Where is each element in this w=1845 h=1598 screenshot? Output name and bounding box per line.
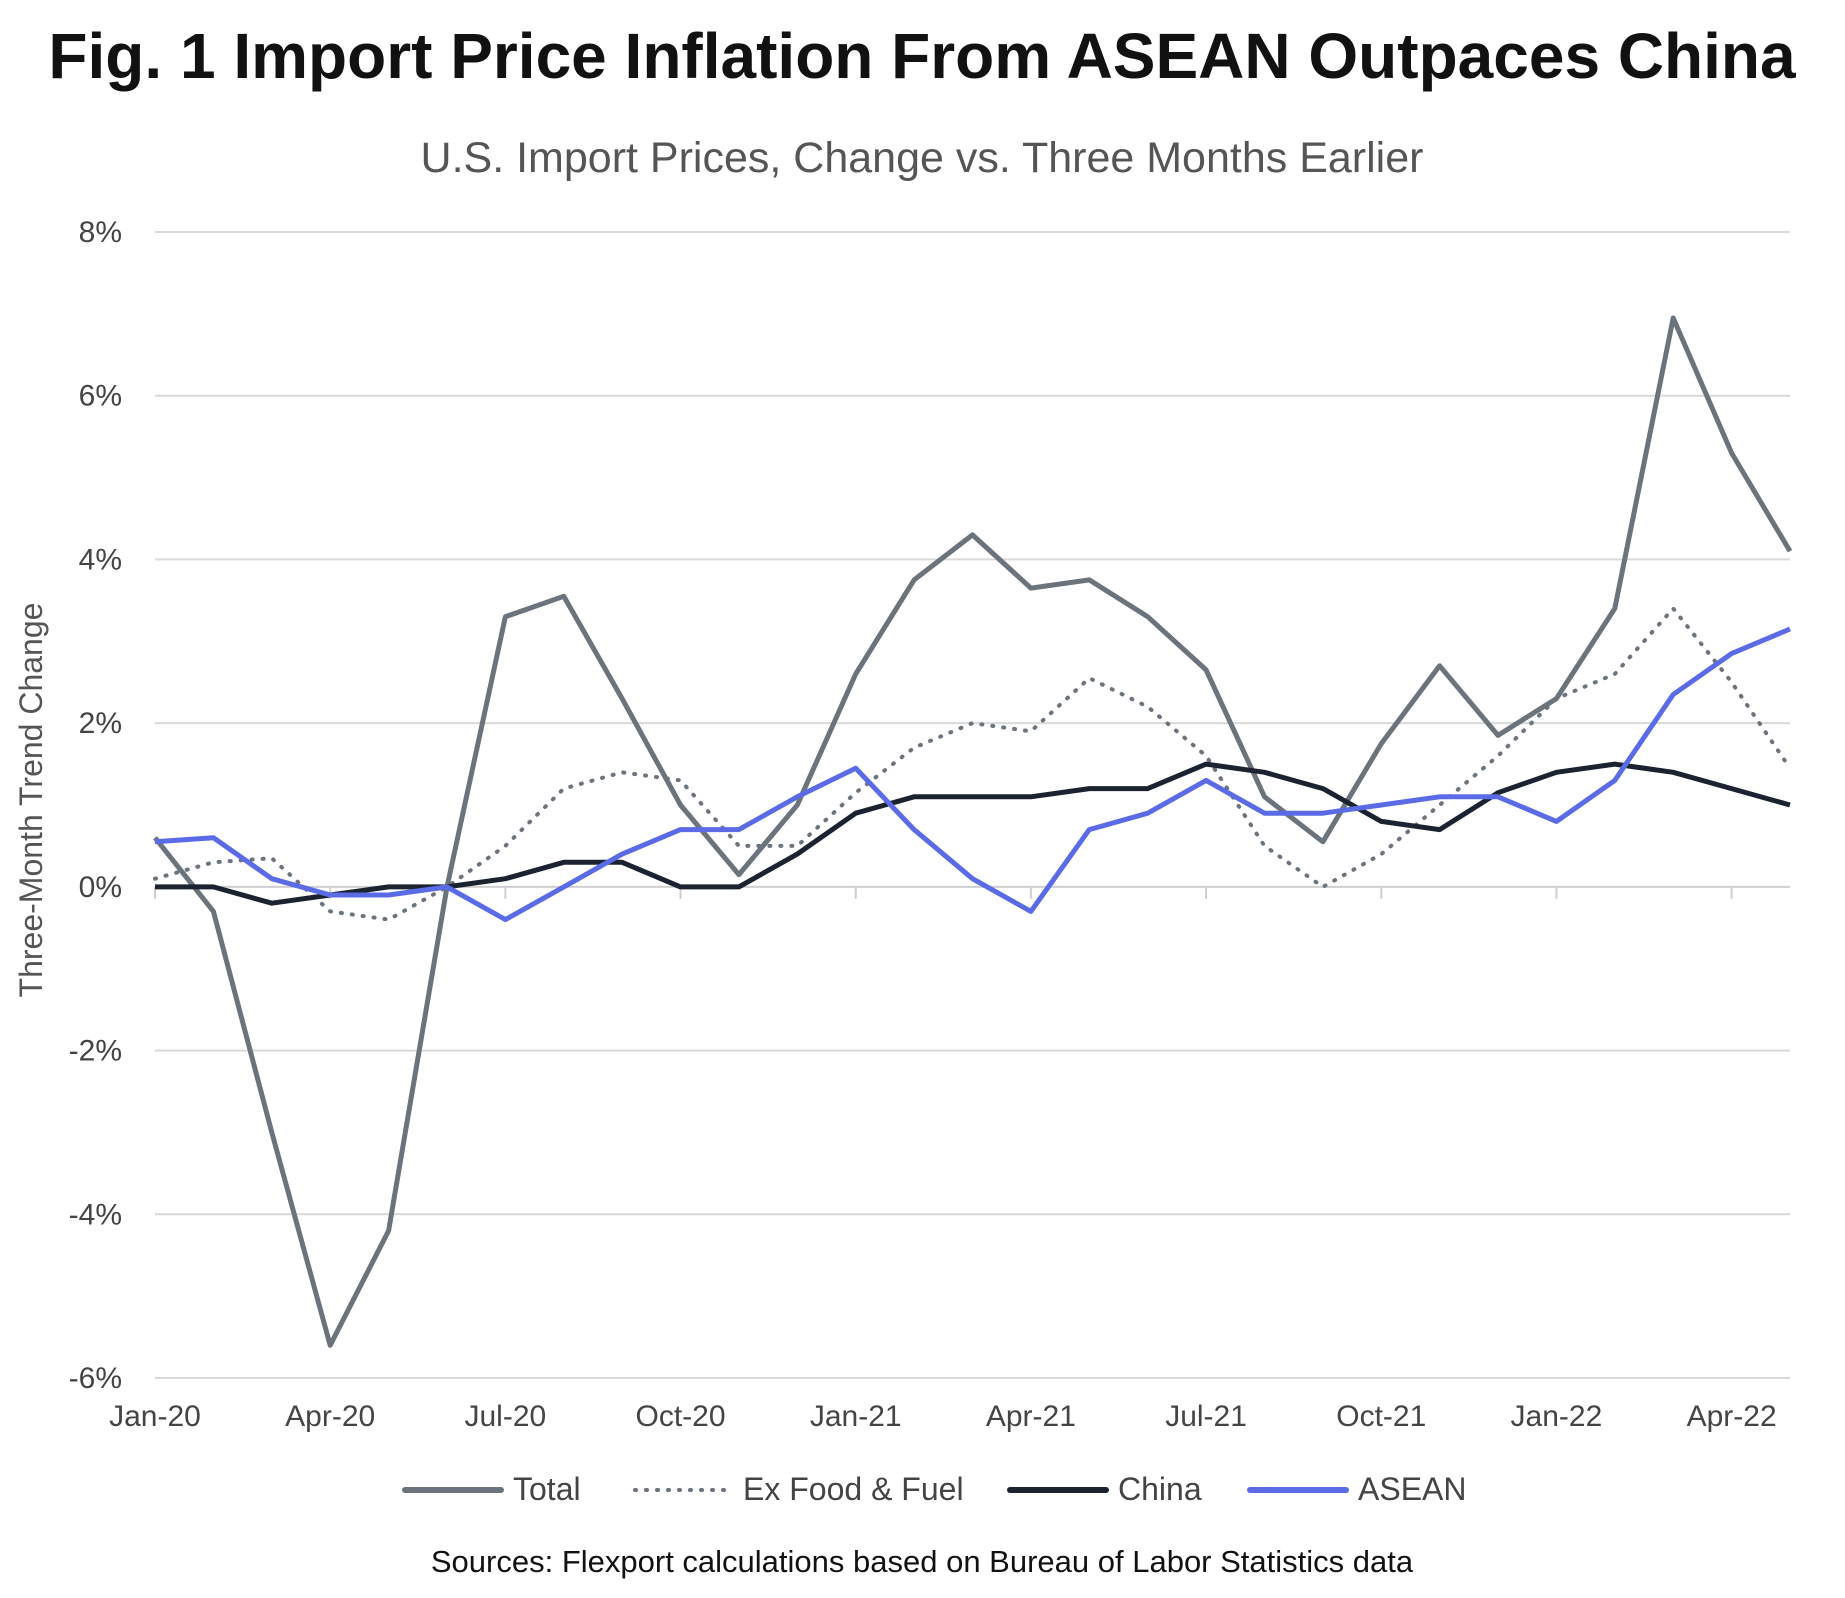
y-tick-label: 8% xyxy=(79,216,122,249)
chart-subtitle: U.S. Import Prices, Change vs. Three Mon… xyxy=(421,134,1424,182)
x-tick-label: Oct-20 xyxy=(636,1400,726,1433)
series-line-total xyxy=(153,315,1793,1348)
series-line-ex-food-fuel xyxy=(153,606,1792,922)
series-lines xyxy=(153,315,1793,1348)
y-axis-label: Three-Month Trend Change xyxy=(13,603,49,998)
legend-label: Ex Food & Fuel xyxy=(743,1471,964,1507)
series-line-asean xyxy=(154,626,1791,923)
y-tick-label: -4% xyxy=(69,1198,122,1231)
x-axis-ticks: Jan-20 Apr-20 Jul-20 Oct-20 Jan-21 Apr-21 Jul-… xyxy=(109,886,1777,1433)
y-tick-label: -2% xyxy=(69,1035,122,1068)
y-tick-label: 0% xyxy=(79,871,122,904)
x-tick-label: Apr-21 xyxy=(986,1400,1076,1433)
y-tick-label: 4% xyxy=(79,543,122,576)
y-axis-ticks: -6% -4% -2% 0% 2% 4% 6% 8% xyxy=(69,216,122,1395)
gridlines xyxy=(155,231,1790,1379)
x-tick-label: Jul-21 xyxy=(1165,1400,1247,1433)
legend-label: ASEAN xyxy=(1358,1471,1466,1507)
y-tick-label: -6% xyxy=(69,1362,122,1395)
source-note: Sources: Flexport calculations based on … xyxy=(431,1544,1414,1579)
legend: Total Ex Food & Fuel China ASEAN xyxy=(402,1471,1466,1507)
series-line-china xyxy=(155,761,1791,906)
chart-title: Fig. 1 Import Price Inflation From ASEAN… xyxy=(48,20,1796,92)
x-tick-label: Jan-21 xyxy=(810,1400,902,1433)
x-tick-label: Apr-22 xyxy=(1687,1400,1777,1433)
y-tick-label: 2% xyxy=(79,707,122,740)
legend-label: China xyxy=(1118,1471,1202,1507)
x-tick-label: Jan-20 xyxy=(109,1400,201,1433)
x-tick-label: Jul-20 xyxy=(464,1400,546,1433)
x-tick-label: Oct-21 xyxy=(1336,1400,1426,1433)
x-tick-label: Apr-20 xyxy=(285,1400,375,1433)
y-tick-label: 6% xyxy=(79,380,122,413)
legend-label: Total xyxy=(513,1471,581,1507)
x-tick-label: Jan-22 xyxy=(1511,1400,1603,1433)
